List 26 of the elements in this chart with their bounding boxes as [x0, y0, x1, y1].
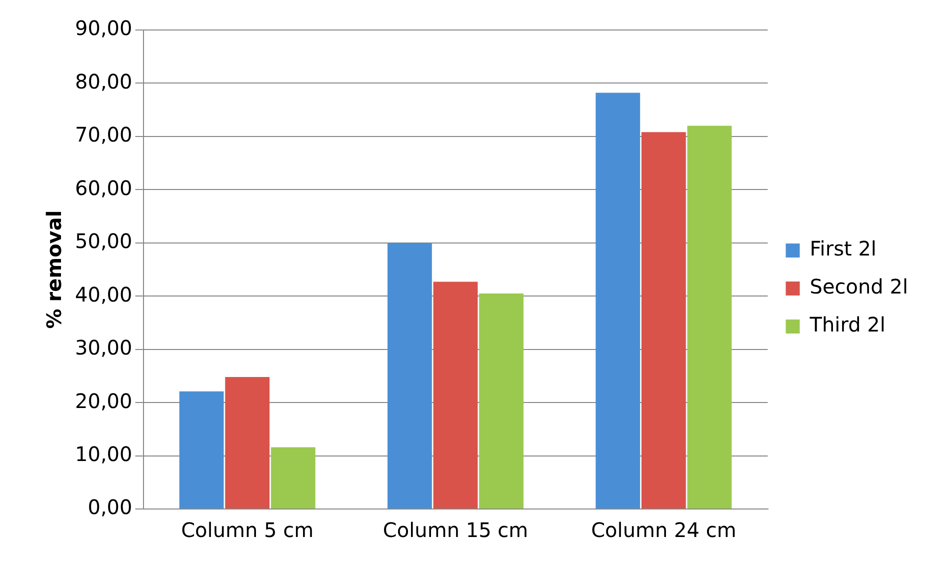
y-tick-label: 70,00 [74, 122, 132, 147]
bar [270, 447, 316, 508]
y-tick-label: 60,00 [74, 176, 132, 200]
bar [687, 126, 732, 508]
y-tick-label: 40,00 [74, 282, 132, 306]
y-tick-label: 10,00 [74, 442, 132, 466]
bar [225, 377, 270, 508]
bar [596, 92, 640, 508]
bar [433, 282, 478, 508]
bar [479, 293, 524, 508]
y-tick-label: 0,00 [88, 495, 132, 520]
legend-label: Second 2l [810, 274, 908, 299]
y-tick-label: 20,00 [74, 388, 132, 413]
x-tick-label: Column 15 cm [382, 518, 528, 542]
x-tick-label: Column 24 cm [591, 518, 736, 542]
bar [388, 242, 432, 508]
x-tick-label: Column 5 cm [181, 518, 314, 542]
bar [641, 132, 686, 508]
y-tick-label: 80,00 [74, 69, 132, 94]
y-tick-label: 30,00 [74, 336, 132, 360]
y-axis-title: % removal [42, 210, 66, 329]
legend-label: Third 2l [808, 312, 886, 337]
legend-label: First 2l [810, 236, 876, 261]
y-tick-label: 50,00 [74, 229, 132, 254]
bar [179, 391, 224, 508]
y-tick-label: 90,00 [74, 16, 132, 40]
